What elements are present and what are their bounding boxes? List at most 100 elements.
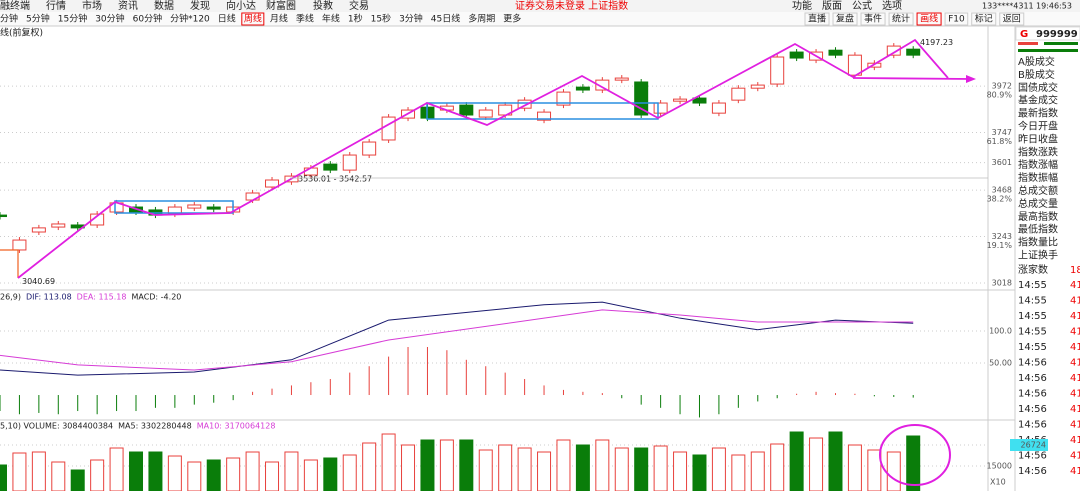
menu-item[interactable]: 选项 xyxy=(882,0,902,12)
candle xyxy=(478,109,493,118)
tool[interactable]: 标记 xyxy=(975,13,993,25)
period[interactable]: 5分钟 xyxy=(26,13,50,25)
volume-bar xyxy=(245,451,260,491)
tool[interactable]: 直播 xyxy=(808,13,826,25)
macd-line xyxy=(0,309,914,371)
y-tick-label: 3601 xyxy=(992,158,1012,167)
tool[interactable]: 事件 xyxy=(864,13,882,25)
candle xyxy=(517,99,532,109)
candle xyxy=(206,206,221,210)
macd-label: MACD: -4.20 xyxy=(131,293,181,302)
side-field: 最低指数 xyxy=(1018,223,1058,236)
code: 999999 xyxy=(1036,29,1078,40)
macd-label: 26,9) xyxy=(0,293,21,302)
candle xyxy=(342,154,357,171)
volume-bar xyxy=(303,459,318,491)
volume-label: 5,10) VOLUME: 3084400384 xyxy=(0,422,113,431)
menu-item[interactable]: 功能 xyxy=(792,0,812,12)
box xyxy=(426,102,659,120)
annotation: 4197.23 xyxy=(920,38,953,47)
volume-bar xyxy=(517,447,532,491)
volume-bar xyxy=(109,447,124,491)
menu-item[interactable]: 市场 xyxy=(82,0,102,12)
unit: X10 xyxy=(990,478,1006,487)
side-field: 指数量比 xyxy=(1018,236,1058,249)
annotation: 3536.01 - 3542.57 xyxy=(298,175,372,184)
period[interactable]: 60分钟 xyxy=(133,13,162,25)
tool[interactable]: 返回 xyxy=(1003,13,1021,25)
candle xyxy=(653,102,668,114)
period[interactable]: 更多 xyxy=(503,13,521,25)
period[interactable]: 30分钟 xyxy=(95,13,124,25)
candle xyxy=(828,49,843,56)
y-tick-label: 26724 xyxy=(1021,440,1046,449)
side-value: 41 xyxy=(1070,420,1080,431)
volume-bar xyxy=(167,455,182,491)
menu-item[interactable]: 资讯 xyxy=(118,0,138,12)
tool[interactable]: 复盘 xyxy=(836,13,854,25)
period[interactable]: 45日线 xyxy=(431,13,460,25)
volume-bar xyxy=(750,451,765,491)
period[interactable]: 分钟*120 xyxy=(170,13,210,25)
menu-item[interactable]: 财富圈 xyxy=(266,0,296,12)
side-field: 昨日收盘 xyxy=(1018,132,1058,145)
menu-item[interactable]: 投教 xyxy=(313,0,333,12)
candle xyxy=(90,213,105,226)
volume-bar xyxy=(420,439,435,491)
candle xyxy=(692,97,707,104)
volume-bar xyxy=(828,431,843,491)
volume-bar xyxy=(692,454,707,491)
period[interactable]: 15秒 xyxy=(371,13,391,25)
tool[interactable]: F10 xyxy=(948,15,965,25)
menu-item[interactable]: 交易 xyxy=(349,0,369,12)
candle xyxy=(556,91,571,106)
menu-item[interactable]: 公式 xyxy=(852,0,872,12)
side-value: 41 xyxy=(1070,342,1080,353)
period[interactable]: 年线 xyxy=(322,13,340,25)
volume-bar xyxy=(12,452,27,491)
side-time: 14:55 xyxy=(1018,311,1047,322)
period[interactable]: 多周期 xyxy=(468,13,495,25)
volume-bar xyxy=(556,439,571,491)
arrow xyxy=(852,77,973,80)
period[interactable]: 季线 xyxy=(296,13,314,25)
volume-bar xyxy=(129,451,144,491)
side-field: A股成交 xyxy=(1018,55,1055,68)
menu-item[interactable]: 版面 xyxy=(822,0,842,12)
menu-item[interactable]: 发现 xyxy=(190,0,210,12)
side-time: 14:56 xyxy=(1018,420,1047,431)
y-tick-pct: 19.1% xyxy=(987,241,1013,250)
macd-label: DIF: 113.08 xyxy=(26,293,72,302)
volume-bar xyxy=(770,443,785,491)
tool[interactable]: 画线 xyxy=(920,13,938,25)
side-field: 指数涨幅 xyxy=(1018,158,1058,171)
period[interactable]: 月线 xyxy=(270,13,288,25)
period[interactable]: 3分钟 xyxy=(399,13,423,25)
y-tick-label: 50.00 xyxy=(989,359,1012,368)
period[interactable]: 1秒 xyxy=(348,13,363,25)
menu-item[interactable]: 行情 xyxy=(46,0,66,12)
period[interactable]: 日线 xyxy=(218,13,236,25)
volume-bar xyxy=(809,437,824,491)
period[interactable]: 15分钟 xyxy=(58,13,87,25)
volume-bar xyxy=(90,459,105,491)
tool-frame xyxy=(832,12,858,26)
side-value: 41 xyxy=(1070,451,1080,462)
volume-bar xyxy=(51,461,66,491)
side-value: 41 xyxy=(1070,280,1080,291)
side-time: 14:55 xyxy=(1018,342,1047,353)
period[interactable]: 分钟 xyxy=(0,13,18,25)
highlight-circle xyxy=(879,424,951,486)
volume-bar xyxy=(653,445,668,491)
candle xyxy=(770,56,785,85)
volume-bar xyxy=(381,433,396,491)
menu-item[interactable]: 数据 xyxy=(154,0,174,12)
y-tick-label: 100.0 xyxy=(989,326,1012,335)
menu-item[interactable]: 向小达 xyxy=(226,0,256,12)
period[interactable]: 周线 xyxy=(244,13,262,25)
volume-bar xyxy=(459,439,474,491)
tool[interactable]: 统计 xyxy=(892,13,910,25)
candle xyxy=(31,227,46,233)
side-field: 总成交额 xyxy=(1018,184,1058,197)
